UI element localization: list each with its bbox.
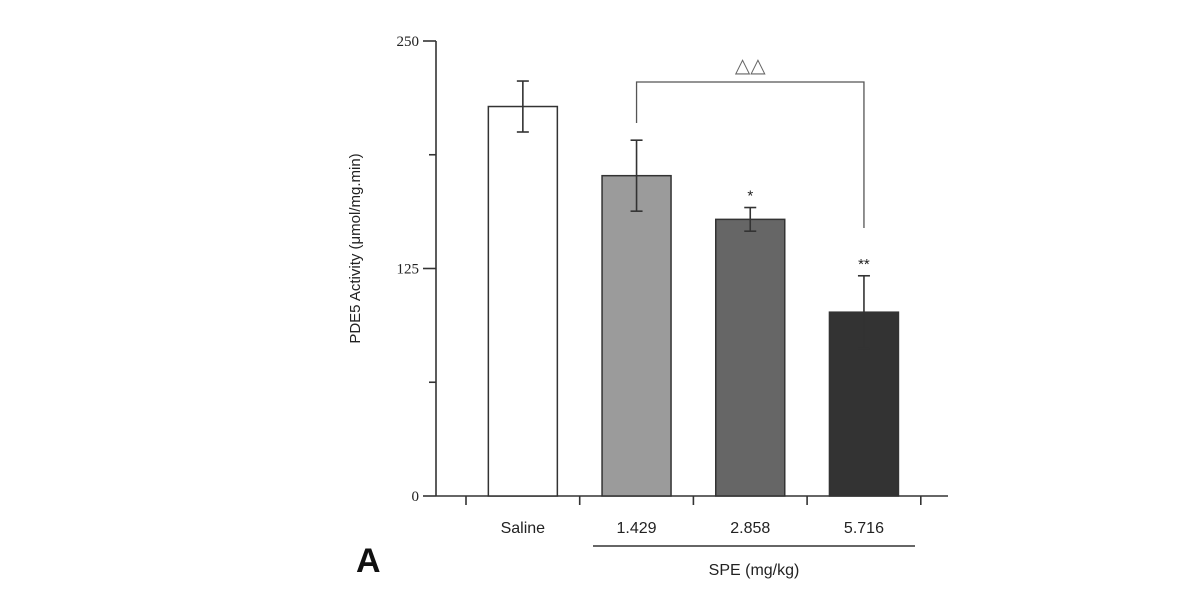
- significance-bracket: [635, 81, 865, 228]
- panel-label: A: [356, 542, 381, 580]
- significance-marker: *: [747, 188, 753, 205]
- bar-2-858: [715, 218, 786, 497]
- bar-1-429: [601, 174, 672, 497]
- y-tick-label: 0: [412, 489, 420, 505]
- bar-saline: [487, 105, 559, 497]
- x-axis-label: SPE (mg/kg): [709, 562, 800, 579]
- x-tick-label: 5.716: [844, 520, 884, 537]
- y-tick-label: 125: [397, 262, 420, 278]
- x-tick-label: 2.858: [730, 520, 770, 537]
- y-axis-label: PDE5 Activity (μmol/mg.min): [347, 153, 364, 343]
- bracket-label: △△: [735, 55, 766, 77]
- x-tick-label: Saline: [501, 520, 546, 537]
- significance-marker: **: [858, 256, 870, 273]
- x-tick-label: 1.429: [617, 520, 657, 537]
- y-tick-label: 250: [397, 34, 420, 50]
